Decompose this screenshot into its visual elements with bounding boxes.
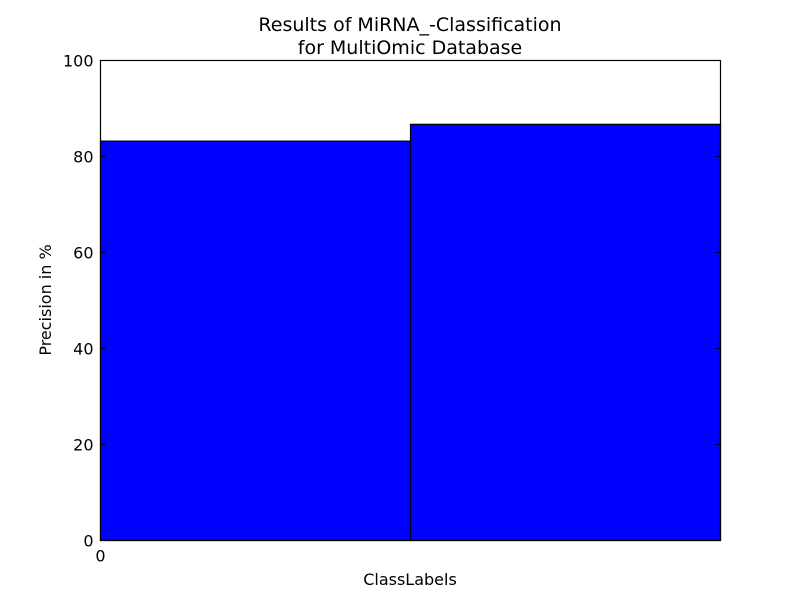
bar [409,123,722,542]
x-tick-label: 0 [95,547,105,566]
y-tick-label: 60 [73,244,93,263]
y-tick-label: 100 [63,52,94,71]
chart-title-line-1: Results of MiRNA_-Classification [258,14,561,36]
plot-area-frame [99,59,722,542]
y-tick-label: 80 [73,148,93,167]
y-axis-label: Precision in % [36,244,55,355]
y-tick-label: 0 [83,532,93,551]
y-tick-label: 20 [73,436,93,455]
bar [99,140,412,542]
bars-group [99,123,722,542]
chart-title-line-2: for MultiOmic Database [298,37,523,59]
x-axis-label: ClassLabels [363,570,457,589]
y-axis-ticks: 0 20 40 60 80 100 [63,52,721,551]
x-axis-ticks: 0 [95,547,105,566]
y-tick-label: 40 [73,340,93,359]
